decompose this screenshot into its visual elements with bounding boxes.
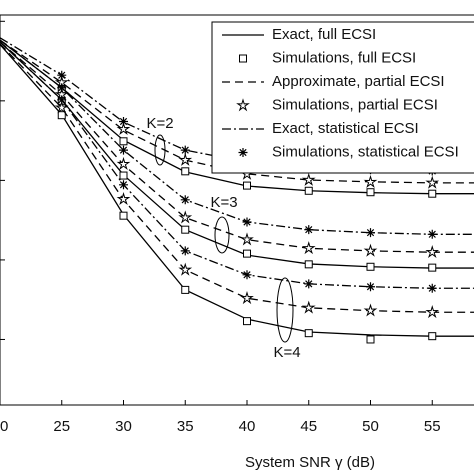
marker-asterisk: [242, 270, 252, 280]
marker-asterisk: [57, 95, 67, 105]
k3-ellipse: [214, 216, 230, 254]
marker-asterisk: [242, 217, 252, 227]
marker-asterisk: [304, 225, 314, 235]
legend-label: Exact, full ECSI: [272, 26, 376, 43]
marker-asterisk: [119, 116, 128, 126]
legend-label: Simulations, full ECSI: [272, 49, 416, 66]
marker-star: [178, 210, 193, 224]
series-line: [0, 43, 474, 313]
marker-star: [363, 303, 378, 317]
x-tick-label: 55: [424, 418, 441, 435]
marker-square: [181, 167, 190, 176]
x-tick-label: 35: [177, 418, 194, 435]
x-tick-label: 25: [53, 418, 70, 435]
x-axis-label: System SNR γ (dB): [245, 454, 375, 471]
marker-star: [178, 262, 193, 276]
marker-square: [428, 263, 437, 272]
marker-square: [304, 260, 313, 269]
marker-star: [240, 291, 254, 305]
x-tick-label: 30: [115, 418, 132, 435]
marker-star: [301, 172, 316, 186]
marker-star: [178, 152, 193, 166]
marker-star: [301, 241, 316, 255]
legend-marker: [236, 98, 250, 112]
legend-box: [211, 21, 474, 174]
marker-asterisk: [57, 83, 67, 93]
marker-square: [366, 335, 375, 344]
marker-square: [428, 189, 437, 198]
x-tick-label: 40: [239, 418, 256, 435]
marker-asterisk: [119, 180, 128, 190]
marker-asterisk: [119, 145, 128, 155]
annotation: K=2: [146, 115, 173, 132]
marker-square: [181, 285, 190, 294]
marker-asterisk: [427, 229, 437, 239]
marker-star: [425, 244, 440, 259]
k4-ellipse: [276, 277, 294, 343]
marker-asterisk: [180, 246, 190, 256]
legend-marker: [239, 54, 247, 63]
marker-asterisk: [180, 195, 190, 205]
marker-star: [301, 300, 316, 314]
marker-square: [366, 188, 375, 197]
marker-square: [57, 111, 66, 120]
marker-star: [425, 175, 440, 189]
marker-square: [366, 262, 375, 271]
marker-star: [363, 243, 378, 257]
marker-square: [304, 329, 313, 338]
marker-square: [181, 225, 190, 234]
marker-square: [119, 171, 128, 180]
marker-square: [304, 186, 313, 195]
marker-square: [428, 332, 437, 341]
marker-star: [116, 191, 131, 206]
series-line: [0, 39, 474, 184]
marker-asterisk: [427, 283, 437, 293]
marker-square: [243, 317, 251, 326]
marker-square: [119, 211, 128, 220]
plot-area: [0, 37, 474, 344]
marker-asterisk: [366, 282, 375, 292]
x-tick-label: 20: [0, 418, 8, 435]
legend-label: Simulations, statistical ECSI: [272, 143, 459, 160]
marker-asterisk: [304, 279, 314, 289]
annotation: K=3: [210, 194, 237, 211]
marker-star: [240, 232, 254, 246]
marker-asterisk: [57, 70, 67, 80]
marker-star: [363, 174, 378, 188]
marker-asterisk: [180, 145, 190, 155]
marker-square: [243, 181, 251, 190]
marker-star: [116, 156, 131, 170]
annotation: K=4: [273, 344, 300, 361]
marker-square: [243, 249, 251, 258]
x-tick-label: 50: [362, 418, 379, 435]
legend-label: Approximate, partial ECSI: [272, 73, 445, 90]
series-line: [0, 41, 474, 253]
marker-asterisk: [366, 228, 375, 238]
marker-square: [119, 137, 128, 146]
legend-marker: [238, 148, 248, 157]
x-tick-label: 45: [300, 418, 317, 435]
marker-star: [425, 305, 440, 319]
marker-star: [116, 121, 131, 136]
legend-label: Exact, statistical ECSI: [272, 120, 419, 137]
legend-label: Simulations, partial ECSI: [272, 96, 438, 113]
